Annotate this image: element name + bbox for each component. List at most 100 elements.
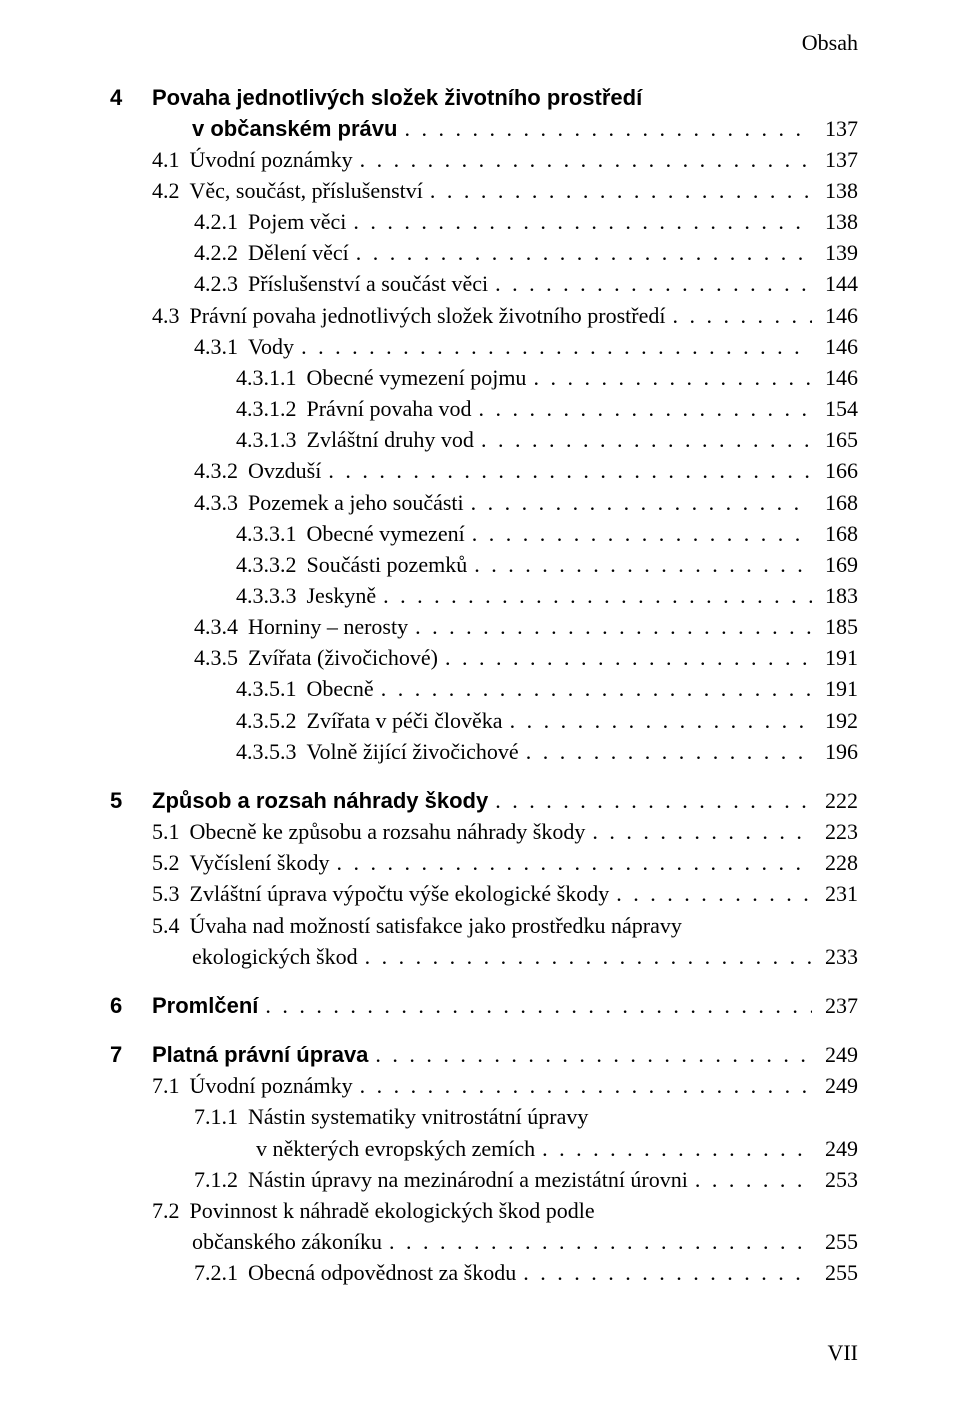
toc-row: 4.3.1.2Právní povaha vod. . . . . . . . … [110, 394, 858, 425]
toc-entry-label: v občanském právu [192, 115, 401, 143]
toc-page-number: 191 [812, 644, 858, 672]
toc-chapter-number: 5 [110, 787, 152, 815]
toc-page-number: 146 [812, 364, 858, 392]
leader-dots: . . . . . . . . . . . . . . . . . . . . … [333, 849, 812, 877]
leader-dots: . . . . . . . . . . . . . . . . . . . . … [362, 943, 812, 971]
leader-dots: . . . . . . . . . . . . . . . . . . . . … [427, 177, 812, 205]
toc-row: 4.2.3Příslušenství a součást věci. . . .… [110, 269, 858, 300]
toc-page-number: 233 [812, 943, 858, 971]
toc-entry-label: Vody [248, 333, 298, 361]
toc-page-number: 137 [812, 146, 858, 174]
toc-entry-label: v některých evropských zemích [256, 1135, 539, 1163]
toc-entry-label: Jeskyně [307, 582, 381, 610]
toc-entry-number: 5.4 [152, 912, 180, 940]
toc-entry-number: 4.1 [152, 146, 180, 174]
leader-dots: . . . . . . . . . . . . . . . . . . . . … [669, 302, 812, 330]
toc-page-number: 154 [812, 395, 858, 423]
toc-entry-label: Právní povaha jednotlivých složek životn… [190, 302, 670, 330]
toc-row: v některých evropských zemích. . . . . .… [110, 1133, 858, 1164]
leader-dots: . . . . . . . . . . . . . . . . . . . . … [507, 707, 812, 735]
toc-page-number: 192 [812, 707, 858, 735]
toc-entry-label: Dělení věcí [248, 239, 353, 267]
toc-row: 5.2Vyčíslení škody. . . . . . . . . . . … [110, 848, 858, 879]
toc-entry-number: 7.1 [152, 1072, 180, 1100]
toc-row: občanského zákoníku. . . . . . . . . . .… [110, 1226, 858, 1257]
toc-row: 4.2.2Dělení věcí. . . . . . . . . . . . … [110, 238, 858, 269]
toc-entry-number: 4.3.5.3 [236, 738, 297, 766]
toc-entry-label: Úvodní poznámky [190, 1072, 357, 1100]
toc-entries: 4Povaha jednotlivých složek životního pr… [110, 82, 858, 1289]
section-gap [110, 1022, 858, 1040]
toc-entry-label: Úvaha nad možností satisfakce jako prost… [190, 912, 686, 940]
toc-row: 4.2Věc, součást, příslušenství. . . . . … [110, 175, 858, 206]
toc-entry-label: občanského zákoníku [192, 1228, 386, 1256]
toc-page-number: 146 [812, 302, 858, 330]
toc-row: 5.1Obecně ke způsobu a rozsahu náhrady š… [110, 817, 858, 848]
toc-entry-number: 4.3 [152, 302, 180, 330]
toc-entry-number: 4.3.3.3 [236, 582, 297, 610]
toc-page-number: 139 [812, 239, 858, 267]
toc-row: 4.3.3.1Obecné vymezení. . . . . . . . . … [110, 518, 858, 549]
leader-dots: . . . . . . . . . . . . . . . . . . . . … [589, 818, 812, 846]
toc-entry-number: 4.3.4 [194, 613, 238, 641]
toc-entry-label: Pojem věci [248, 208, 350, 236]
toc-entry-number: 4.3.5.2 [236, 707, 297, 735]
toc-entry-number: 7.2 [152, 1197, 180, 1225]
leader-dots: . . . . . . . . . . . . . . . . . . . . … [442, 644, 812, 672]
toc-entry-number: 5.3 [152, 880, 180, 908]
toc-page-number: 191 [812, 675, 858, 703]
toc-page-number: 255 [812, 1259, 858, 1287]
toc-entry-label: Způsob a rozsah náhrady škody [152, 787, 492, 815]
toc-row: 4.3.2Ovzduší. . . . . . . . . . . . . . … [110, 456, 858, 487]
toc-entry-label: Obecná odpovědnost za škodu [248, 1259, 520, 1287]
toc-entry-label: Nástin systematiky vnitrostátní úpravy [248, 1103, 592, 1131]
toc-entry-number: 4.3.3 [194, 489, 238, 517]
toc-row: 4.3.3.3 Jeskyně. . . . . . . . . . . . . … [110, 581, 858, 612]
toc-entry-number: 5.1 [152, 818, 180, 846]
toc-row: 4.3.5.1 Obecně. . . . . . . . . . . . . .… [110, 674, 858, 705]
toc-page-number: 185 [812, 613, 858, 641]
leader-dots: . . . . . . . . . . . . . . . . . . . . … [298, 333, 812, 361]
toc-row: 5.4 Úvaha nad možností satisfakce jako pr… [110, 910, 858, 941]
toc-entry-label: Součásti pozemků [307, 551, 472, 579]
toc-page-number: 253 [812, 1166, 858, 1194]
toc-page-number: 249 [812, 1041, 858, 1069]
toc-entry-label: Vyčíslení škody [190, 849, 334, 877]
toc-entry-number: 4.3.5.1 [236, 675, 297, 703]
leader-dots: . . . . . . . . . . . . . . . . . . . . … [520, 1259, 812, 1287]
leader-dots: . . . . . . . . . . . . . . . . . . . . … [492, 787, 812, 815]
toc-entry-label: Povinnost k náhradě ekologických škod po… [190, 1197, 599, 1225]
leader-dots: . . . . . . . . . . . . . . . . . . . . … [378, 675, 812, 703]
toc-page-number: 237 [812, 992, 858, 1020]
toc-entry-number: 4.3.1.1 [236, 364, 297, 392]
toc-chapter-number: 7 [110, 1041, 152, 1069]
leader-dots: . . . . . . . . . . . . . . . . . . . . … [539, 1135, 812, 1163]
leader-dots: . . . . . . . . . . . . . . . . . . . . … [262, 992, 812, 1020]
toc-page-number: 166 [812, 457, 858, 485]
toc-entry-label: Věc, součást, příslušenství [190, 177, 427, 205]
section-gap [110, 767, 858, 785]
page: Obsah 4Povaha jednotlivých složek životn… [0, 0, 960, 1402]
page-number: VII [827, 1340, 858, 1366]
toc-entry-label: Obecné vymezení pojmu [307, 364, 531, 392]
toc-entry-label: Zvířata v péči člověka [307, 707, 507, 735]
toc-page-number: 168 [812, 520, 858, 548]
toc-page-number: 168 [812, 489, 858, 517]
toc-chapter-number: 4 [110, 84, 152, 112]
toc-page-number: 183 [812, 582, 858, 610]
toc-entry-label: Ovzduší [248, 457, 325, 485]
toc-row: 4.3.5.3Volně žijící živočichové. . . . .… [110, 736, 858, 767]
toc-row: 4.3.5.2 Zvířata v péči člověka. . . . . .… [110, 705, 858, 736]
toc-page-number: 165 [812, 426, 858, 454]
toc-row: 7.1.1 Nástin systematiky vnitrostátní úpr… [110, 1102, 858, 1133]
toc-entry-number: 7.1.1 [194, 1103, 238, 1131]
toc-entry-number: 7.1.2 [194, 1166, 238, 1194]
leader-dots: . . . . . . . . . . . . . . . . . . . . … [530, 364, 812, 392]
toc-entry-number: 4.3.1.2 [236, 395, 297, 423]
toc-row: 7.2.1Obecná odpovědnost za škodu. . . . … [110, 1258, 858, 1289]
leader-dots: . . . . . . . . . . . . . . . . . . . . … [380, 582, 812, 610]
toc-page-number: 196 [812, 738, 858, 766]
toc-entry-label: Obecně [307, 675, 378, 703]
toc-chapter-row: 4Povaha jednotlivých složek životního pr… [110, 82, 858, 113]
toc-entry-label: Obecné vymezení [307, 520, 469, 548]
